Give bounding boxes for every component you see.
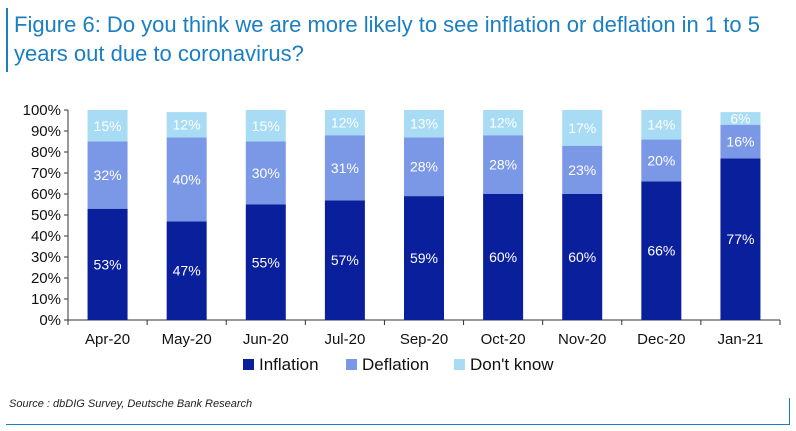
legend-deflation-label: Deflation bbox=[362, 355, 429, 374]
x-tick-label: Jan-21 bbox=[718, 331, 764, 348]
data-label: 55% bbox=[252, 254, 280, 270]
bar-don-t-know bbox=[245, 110, 286, 142]
bar-deflation bbox=[562, 145, 603, 194]
bar-don-t-know bbox=[641, 110, 682, 140]
data-label: 59% bbox=[410, 250, 438, 266]
data-label: 28% bbox=[489, 157, 517, 173]
source-note: Source : dbDIG Survey, Deutsche Bank Res… bbox=[9, 398, 253, 410]
y-tick-label: 50% bbox=[31, 207, 61, 224]
bar-don-t-know bbox=[87, 110, 128, 142]
bar-don-t-know bbox=[324, 110, 365, 136]
y-tick-label: 10% bbox=[31, 291, 61, 308]
data-label: 31% bbox=[331, 160, 359, 176]
data-label: 47% bbox=[173, 263, 201, 279]
data-label: 16% bbox=[726, 134, 754, 150]
bar-inflation bbox=[245, 204, 286, 320]
bar-inflation bbox=[404, 196, 444, 320]
y-tick-label: 40% bbox=[31, 228, 61, 245]
data-label: 32% bbox=[94, 167, 122, 183]
bar-deflation bbox=[404, 137, 444, 197]
data-label: 12% bbox=[489, 115, 517, 131]
bar-deflation bbox=[245, 141, 286, 205]
bar-deflation bbox=[324, 135, 365, 201]
bar-inflation bbox=[324, 200, 365, 320]
bar-don-t-know bbox=[483, 110, 524, 136]
y-tick-label: 60% bbox=[31, 186, 61, 203]
y-tick-label: 70% bbox=[31, 165, 61, 182]
legend-dont-know-label: Don't know bbox=[470, 355, 554, 374]
x-tick-label: Jul-20 bbox=[324, 331, 365, 348]
y-tick-label: 90% bbox=[31, 123, 61, 140]
bar-inflation bbox=[87, 208, 128, 320]
data-label: 12% bbox=[331, 115, 359, 131]
y-tick-label: 0% bbox=[39, 312, 61, 329]
data-label: 77% bbox=[726, 231, 754, 247]
x-tick-label: Nov-20 bbox=[558, 331, 606, 348]
data-label: 23% bbox=[568, 162, 596, 178]
x-tick-label: Apr-20 bbox=[85, 331, 130, 348]
legend-inflation-swatch bbox=[243, 359, 254, 370]
bar-inflation bbox=[166, 221, 207, 320]
data-label: 15% bbox=[94, 118, 122, 134]
data-label: 6% bbox=[730, 110, 750, 126]
data-label: 30% bbox=[252, 165, 280, 181]
bar-deflation bbox=[720, 124, 761, 159]
bar-inflation bbox=[641, 181, 682, 320]
bar-inflation bbox=[483, 194, 524, 320]
legend-dont-know-swatch bbox=[454, 359, 465, 370]
right-border bbox=[789, 398, 790, 425]
x-tick-label: Dec-20 bbox=[637, 331, 685, 348]
bottom-border bbox=[6, 424, 790, 425]
data-label: 66% bbox=[647, 243, 675, 259]
data-label: 20% bbox=[647, 152, 675, 168]
y-tick-label: 100% bbox=[23, 102, 61, 119]
legend-inflation-label: Inflation bbox=[259, 355, 319, 374]
bar-deflation bbox=[641, 139, 682, 182]
data-label: 53% bbox=[94, 256, 122, 272]
bar-don-t-know bbox=[562, 110, 603, 146]
data-label: 60% bbox=[568, 249, 596, 265]
bar-don-t-know bbox=[166, 112, 207, 138]
bar-deflation bbox=[483, 135, 524, 194]
data-label: 14% bbox=[647, 117, 675, 133]
bar-deflation bbox=[87, 141, 128, 209]
data-label: 15% bbox=[252, 118, 280, 134]
x-tick-label: May-20 bbox=[162, 331, 212, 348]
x-tick-label: Oct-20 bbox=[481, 331, 526, 348]
bar-inflation bbox=[720, 158, 761, 320]
stacked-bar-chart: 0% 10% 20% 30% 40% 50% 60% 70% 80% 90% 100% 53% 32% 1… bbox=[23, 102, 781, 374]
data-label: 12% bbox=[173, 117, 201, 133]
data-label: 57% bbox=[331, 252, 359, 268]
data-label: 60% bbox=[489, 249, 517, 265]
title-accent-line bbox=[6, 8, 8, 72]
figure-title: Figure 6: Do you think we are more likel… bbox=[14, 12, 760, 66]
y-tick-label: 80% bbox=[31, 144, 61, 161]
y-tick-label: 20% bbox=[31, 270, 61, 287]
data-label: 40% bbox=[173, 171, 201, 187]
data-label: 13% bbox=[410, 116, 438, 132]
data-label: 28% bbox=[410, 159, 438, 175]
bar-don-t-know bbox=[404, 110, 444, 138]
x-tick-label: Jun-20 bbox=[243, 331, 289, 348]
y-tick-label: 30% bbox=[31, 249, 61, 266]
bar-don-t-know bbox=[720, 112, 761, 125]
bar-inflation bbox=[562, 194, 603, 320]
x-tick-label: Sep-20 bbox=[400, 331, 448, 348]
data-label: 17% bbox=[568, 120, 596, 136]
legend-deflation-swatch bbox=[346, 359, 357, 370]
bar-deflation bbox=[166, 137, 207, 222]
